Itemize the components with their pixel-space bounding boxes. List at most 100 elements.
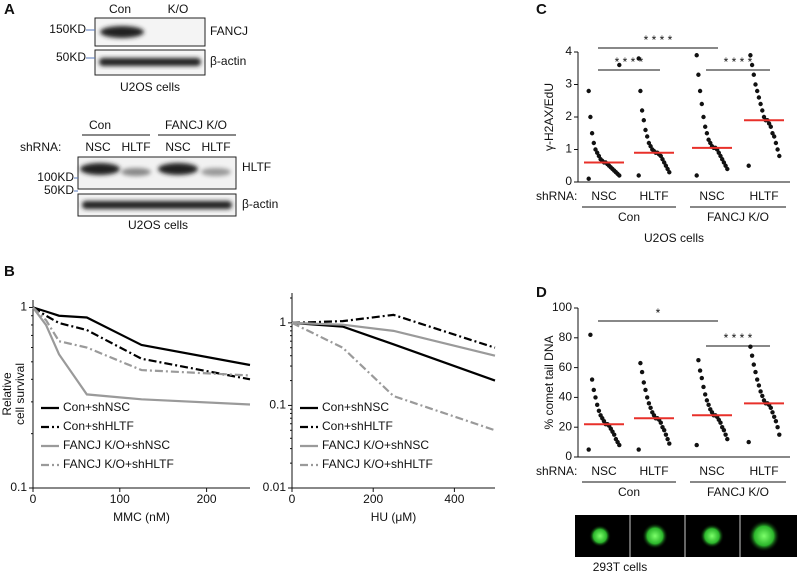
data-point [598,413,603,418]
data-point [613,436,619,442]
data-point [697,88,703,94]
series-line [291,321,496,432]
y-tick-label: 100 [552,300,572,314]
series-line [32,306,251,367]
marker-label: 50KD [44,183,74,197]
data-point [665,436,670,442]
data-point [721,160,727,165]
data-point [636,447,641,452]
x-tick-label: HLTF [639,189,668,203]
x-tick-label: HLTF [749,464,778,478]
y-tick-label: 1 [565,142,572,156]
group-label: FANCJ K/O [707,210,769,224]
caption: U2OS cells [128,218,188,232]
data-point [639,369,645,375]
data-point [694,53,699,58]
data-point [718,153,723,159]
protein-label: HLTF [242,160,271,174]
y-tick-label: 60 [559,360,573,374]
data-point [617,62,622,68]
data-point [748,344,753,349]
significance-label: * * * * [724,331,753,345]
data-point [588,114,593,120]
y-tick-label: 1 [279,315,286,329]
marker-label: 150KD [49,22,86,36]
significance-label: * [656,306,661,320]
comet [700,524,724,548]
y-axis-label: % comet tail DNA [542,335,556,429]
lane-label: Con [109,2,131,16]
marker-label: 100KD [37,170,74,184]
x-axis-label: HU (μM) [371,510,417,524]
caption: U2OS cells [120,80,180,94]
data-point [773,419,779,424]
data-point [694,442,699,448]
data-point [593,395,598,400]
legend-label: Con+shNSC [63,400,130,414]
data-point [758,389,763,394]
protein-label: β-actin [242,197,278,211]
y-tick-label: 0 [565,174,572,188]
data-point [696,357,701,363]
data-point [636,56,641,61]
data-point [641,380,646,385]
panel-label: C [536,1,547,18]
band [201,168,231,176]
series-line [32,306,251,406]
data-point [761,114,767,120]
data-point [704,398,710,403]
data-point [756,383,762,388]
data-point [588,332,593,338]
data-point [766,121,772,126]
group-label: Con [89,118,111,132]
data-point [756,95,762,100]
data-point [775,147,780,152]
significance-label: * * * * [644,33,673,47]
data-point [593,147,598,152]
data-point [663,432,669,437]
data-point [586,176,591,181]
data-point [761,398,767,403]
data-point [596,408,602,414]
data-point [746,439,751,445]
data-point [703,392,708,397]
x-tick-label: NSC [591,189,617,203]
comet [589,525,611,547]
protein-label: FANCJ [210,24,248,38]
y-tick-label: 40 [559,390,573,404]
data-point [586,88,591,94]
data-point [755,88,760,94]
data-point [641,118,646,123]
y-axis-label: Relative [0,372,14,416]
data-point [708,140,713,146]
data-point [697,368,703,373]
y-tick-label: 4 [565,44,572,58]
y-axis-label: γ-H2AX/EdU [542,83,556,151]
protein-label: β-actin [210,54,246,68]
data-point [696,72,701,77]
x-tick-label: 0 [30,492,37,506]
band [99,58,201,66]
data-point [638,360,643,366]
series-line [32,306,251,377]
data-point [753,82,758,87]
data-point [643,387,648,393]
legend-label: Con+shNSC [322,400,389,414]
x-tick-label: 100 [110,492,130,506]
data-point [595,402,600,408]
data-point [772,134,777,139]
shrna-label: shRNA: [536,189,577,203]
data-point [770,131,775,136]
comet [642,523,668,549]
x-tick-label: NSC [699,464,725,478]
band [158,163,198,175]
data-point [768,124,773,129]
data-point [639,108,645,113]
series-line [32,306,251,381]
y-tick-label: 0.1 [10,480,27,494]
caption: 293T cells [593,560,647,574]
data-point [663,163,669,168]
data-point [708,407,713,412]
x-tick-label: 400 [444,492,464,506]
shrna-label: shRNA: [20,140,61,154]
